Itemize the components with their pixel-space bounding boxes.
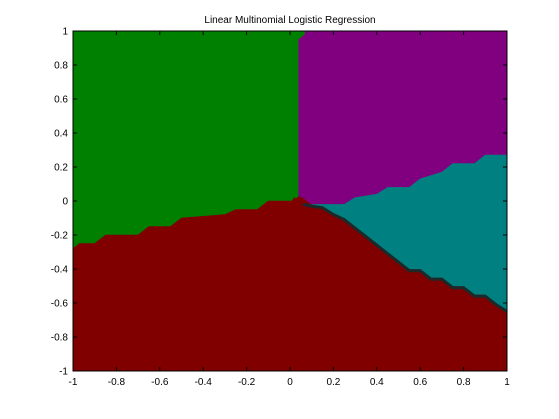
boundary-band <box>302 202 507 313</box>
x-tick-label: 0 <box>287 377 293 388</box>
y-tick-label: 0.6 <box>54 95 68 106</box>
x-tick-label: -0.2 <box>238 377 256 388</box>
y-tick-label: 1 <box>62 27 68 38</box>
y-tick-label: -1 <box>59 367 68 378</box>
y-tick-label: 0.2 <box>54 163 68 174</box>
x-tick-label: 0.2 <box>326 377 340 388</box>
x-tick-label: -0.8 <box>108 377 126 388</box>
x-tick-label: 0.6 <box>413 377 427 388</box>
y-tick-label: -0.2 <box>51 231 69 242</box>
y-tick-label: 0.8 <box>54 61 68 72</box>
y-tick-label: -0.4 <box>51 265 69 276</box>
y-tick-label: 0 <box>62 197 68 208</box>
x-tick-label: -0.6 <box>151 377 169 388</box>
regions-layer <box>73 31 507 371</box>
x-tick-label: 1 <box>504 377 510 388</box>
chart-title: Linear Multinomial Logistic Regression <box>204 15 375 26</box>
x-tick-label: 0.8 <box>457 377 471 388</box>
x-axis-ticks: -1 -0.8 -0.6 -0.4 -0.2 0 0.2 0.4 0.6 0.8 1 <box>69 31 510 388</box>
y-tick-label: -0.6 <box>51 299 69 310</box>
y-tick-label: -0.8 <box>51 333 69 344</box>
x-tick-label: -0.4 <box>195 377 213 388</box>
x-tick-label: 0.4 <box>370 377 384 388</box>
x-tick-label: -1 <box>69 377 78 388</box>
boundary-layer <box>302 202 507 313</box>
y-axis-ticks: -1 -0.8 -0.6 -0.4 -0.2 0 0.2 0.4 0.6 0.8 1 <box>51 27 507 378</box>
y-tick-label: 0.4 <box>54 129 68 140</box>
